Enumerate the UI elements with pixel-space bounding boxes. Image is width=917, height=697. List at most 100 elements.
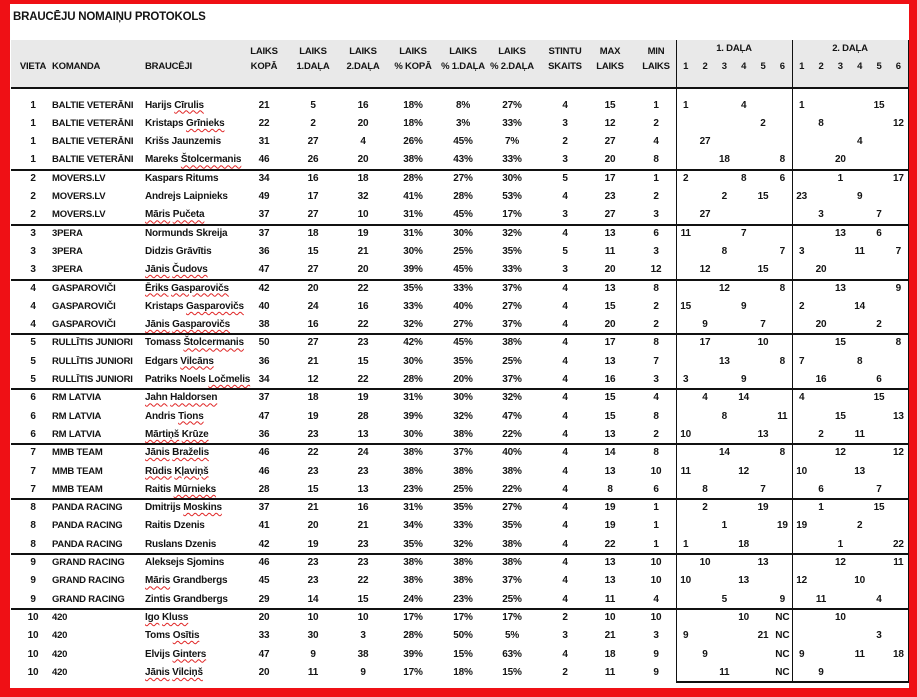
cell-vieta: 3 <box>30 227 36 239</box>
cell-stat: 16 <box>357 300 369 312</box>
cell-stat: 30% <box>403 428 423 440</box>
stint-cell-dala1: 13 <box>738 575 750 587</box>
driver-name-word: Kļaviņš <box>174 465 209 477</box>
stat-col-header: SKAITS <box>548 61 582 72</box>
cell-stat: 1 <box>653 502 659 514</box>
cell-stat: 13 <box>357 483 369 495</box>
stint-cell-dala1: 12 <box>718 282 730 294</box>
table-header-band <box>11 40 908 87</box>
stint-cell-dala2: 11 <box>893 557 904 568</box>
cell-stat: 18 <box>307 392 319 404</box>
cell-stat: 8 <box>653 337 659 349</box>
cell-stat: 3 <box>653 630 659 642</box>
cell-stat: 4 <box>562 227 568 239</box>
cell-stat: 12 <box>604 117 616 129</box>
cell-komanda: BALTIE VETERĀNI <box>52 154 134 166</box>
cell-stat: 31% <box>403 209 423 221</box>
cell-stat: 13 <box>604 557 616 568</box>
cell-komanda: RM LATVIA <box>52 410 102 422</box>
cell-komanda: 3PERA <box>52 227 83 239</box>
stint-cell-dala2: 12 <box>892 117 904 129</box>
cell-stat: 4 <box>562 557 568 568</box>
cell-stat: 15 <box>604 410 616 422</box>
cell-stat: 2 <box>653 117 659 129</box>
stat-col-header: % 1.DAĻA <box>441 61 485 72</box>
cell-stat: 38% <box>502 538 522 550</box>
stint-cell-dala2: 13 <box>834 282 846 294</box>
protocol-sheet: BRAUCĒJU NOMAIŅU PROTOKOLS VIETA KOMANDA… <box>10 4 909 688</box>
driver-name: Normunds Skreija <box>145 225 265 243</box>
cell-stat: 42% <box>403 337 423 349</box>
cell-stat: 36 <box>258 355 270 367</box>
cell-stat: 4 <box>562 593 568 605</box>
table-row: 7 MMB TEAM Rūdis Kļaviņš 46 23 23 38% 38% 38% 4 13… <box>10 463 909 481</box>
stat-col-header: LAIKS <box>498 46 526 57</box>
stint-cell-dala1: 8 <box>721 245 728 257</box>
cell-stat: 8 <box>653 282 659 294</box>
cell-stat: 4 <box>562 648 568 660</box>
driver-name: Kaspars Ritums <box>145 170 265 188</box>
cell-stat: 27 <box>604 209 616 221</box>
cell-stat: 3 <box>562 209 568 221</box>
cell-stat: 23% <box>453 593 473 605</box>
dala-bottom-border <box>676 681 909 683</box>
cell-stat: 37% <box>502 319 522 331</box>
driver-name: Ēriks Gasparovičs <box>145 280 265 298</box>
stint-cell-dala2: 7 <box>876 209 882 221</box>
team-separator-line <box>11 168 908 171</box>
stint-cell-dala2: 6 <box>876 374 882 385</box>
driver-name: Aleksejs Sjomins <box>145 554 265 572</box>
cell-stat: 27 <box>307 264 319 276</box>
cell-stat: 4 <box>562 428 568 440</box>
stint-cell-dala1: 11 <box>680 465 691 477</box>
cell-stat: 17 <box>604 172 616 184</box>
stint-cell-dala1: 10 <box>699 557 711 568</box>
cell-stat: 23 <box>357 337 369 349</box>
cell-stat: 38% <box>403 575 423 587</box>
driver-name: Jānis Gasparovičs <box>145 316 265 334</box>
stint-cell-dala1: 2 <box>702 502 708 514</box>
cell-stat: 15 <box>307 483 319 495</box>
cell-stat: 43% <box>453 154 473 166</box>
cell-stat: 36 <box>258 428 270 440</box>
cell-komanda: BALTIE VETERĀNI <box>52 99 134 111</box>
cell-stat: 28% <box>403 172 423 184</box>
cell-stat: 45 <box>258 575 270 587</box>
stint-cell-dala1: 15 <box>680 300 692 312</box>
driver-name-word: Dzenis <box>173 520 205 532</box>
cell-stat: 27% <box>502 502 522 514</box>
cell-stat: 38% <box>403 154 423 166</box>
cell-stat: 13 <box>604 465 616 477</box>
stint-cell-dala1: 5 <box>721 593 728 605</box>
stint-cell-dala2: 10 <box>854 575 866 587</box>
driver-name-word: Grandbergs <box>173 593 228 605</box>
stint-cell-dala2: 12 <box>834 447 846 459</box>
cell-stat: 34 <box>258 172 270 184</box>
stint-cell-dala2: 15 <box>873 99 885 111</box>
cell-stat: 31% <box>403 502 423 514</box>
stint-cell-dala1: 8 <box>740 172 747 184</box>
driver-name: Harijs Cīrulis <box>145 97 265 115</box>
cell-stat: 12 <box>307 374 319 385</box>
driver-name: Māris Grandbergs <box>145 572 265 590</box>
stat-col-header: % KOPĀ <box>394 61 432 72</box>
cell-vieta: 10 <box>27 630 39 642</box>
cell-stat: 4 <box>562 392 568 404</box>
cell-stat: 38% <box>453 465 473 477</box>
cell-stat: 47% <box>502 410 522 422</box>
cell-komanda: GASPAROVIČI <box>52 282 116 294</box>
driver-name-word: Grīnieks <box>186 117 225 129</box>
team-separator-line <box>11 443 908 446</box>
driver-name-word: Toms <box>145 630 171 642</box>
cell-komanda: MOVERS.LV <box>52 209 106 221</box>
table-row: 9 GRAND RACING Aleksejs Sjomins 46 23 23 38% 38… <box>10 554 909 572</box>
stint-cell-dala2: 8 <box>818 117 824 129</box>
driver-name-word: Gasparovičs <box>171 282 229 294</box>
stint-cell-dala1: 8 <box>702 483 708 495</box>
table-row: 4 GASPAROVIČI Ēriks Gasparovičs 42 20 22 35% 33… <box>10 280 909 298</box>
cell-vieta: 10 <box>27 648 39 660</box>
cell-stat: 50 <box>258 337 270 349</box>
cell-stat: 28% <box>403 630 423 642</box>
stint-header-dala2-3: 3 <box>837 61 843 72</box>
stint-cell-dala1: 9 <box>740 374 747 385</box>
